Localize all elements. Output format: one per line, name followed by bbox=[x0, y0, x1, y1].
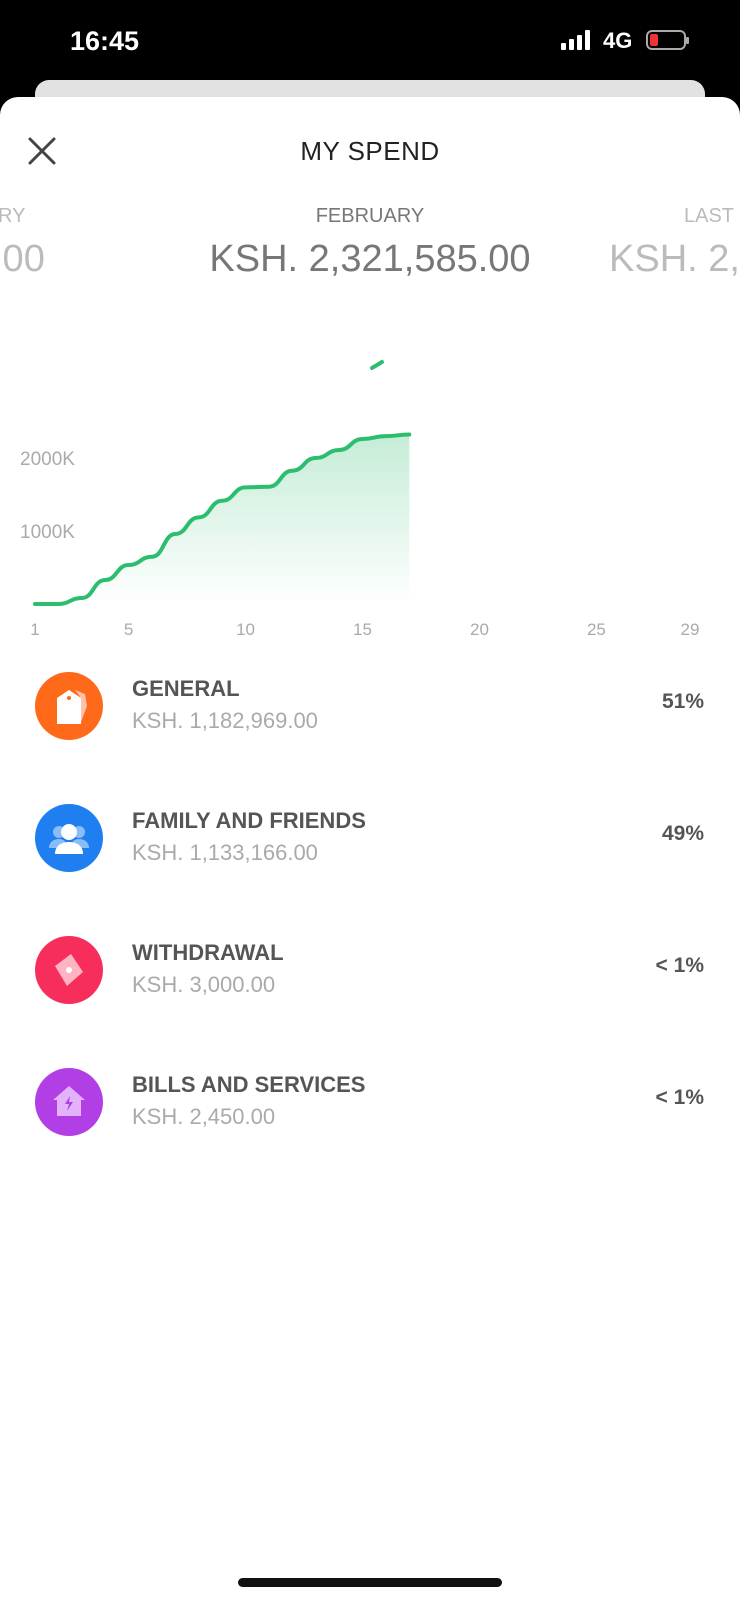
house-bolt-icon bbox=[35, 1068, 103, 1136]
spend-sheet bbox=[0, 97, 740, 1600]
signal-icon bbox=[561, 30, 590, 50]
month-amount-current: KSH. 2,321,585.00 bbox=[209, 238, 531, 280]
chart-marker bbox=[370, 360, 384, 370]
category-percent: 51% bbox=[661, 690, 704, 713]
people-icon bbox=[35, 804, 103, 872]
x-tick-label: 5 bbox=[124, 620, 133, 639]
month-label-current[interactable]: FEBRUARY bbox=[315, 205, 425, 227]
y-tick-label: 2000K bbox=[20, 449, 75, 470]
status-bar: 16:45 4G bbox=[0, 0, 740, 85]
status-time: 16:45 bbox=[70, 26, 140, 56]
close-icon[interactable] bbox=[26, 135, 58, 167]
x-tick-label: 15 bbox=[353, 620, 372, 639]
chart-line bbox=[33, 432, 412, 606]
month-label-next[interactable]: LAST bbox=[684, 205, 735, 227]
home-indicator[interactable] bbox=[238, 1578, 502, 1587]
category-item[interactable]: FAMILY AND FRIENDS KSH. 1,133,166.00 49% bbox=[0, 792, 740, 882]
category-amount: KSH. 2,450.00 bbox=[132, 1104, 276, 1129]
x-tick-label: 20 bbox=[470, 620, 489, 639]
category-percent: < 1% bbox=[655, 1086, 704, 1109]
month-amount-prev[interactable]: .00 bbox=[0, 238, 45, 280]
category-amount: KSH. 1,182,969.00 bbox=[132, 708, 318, 733]
x-tick-label: 10 bbox=[236, 620, 255, 639]
category-name: FAMILY AND FRIENDS bbox=[132, 808, 366, 833]
y-tick-label: 1000K bbox=[20, 522, 75, 543]
category-name: WITHDRAWAL bbox=[132, 940, 284, 965]
month-amount-next[interactable]: KSH. 2, bbox=[609, 238, 740, 280]
page-title: MY SPEND bbox=[300, 136, 440, 166]
category-amount: KSH. 3,000.00 bbox=[132, 972, 276, 997]
category-item[interactable]: WITHDRAWAL KSH. 3,000.00 < 1% bbox=[0, 924, 740, 1014]
category-amount: KSH. 1,133,166.00 bbox=[132, 840, 318, 865]
category-item[interactable]: BILLS AND SERVICES KSH. 2,450.00 < 1% bbox=[0, 1056, 740, 1146]
category-percent: 49% bbox=[661, 822, 704, 845]
category-item[interactable]: GENERAL KSH. 1,182,969.00 51% bbox=[0, 660, 740, 750]
tag-icon bbox=[35, 672, 103, 740]
x-tick-label: 1 bbox=[30, 620, 39, 639]
month-label-prev[interactable]: RY bbox=[0, 205, 26, 227]
category-name: GENERAL bbox=[132, 676, 240, 701]
cash-icon bbox=[35, 936, 103, 1004]
battery-icon bbox=[646, 30, 689, 50]
category-percent: < 1% bbox=[655, 954, 704, 977]
chart-area bbox=[35, 434, 410, 604]
x-tick-label: 25 bbox=[587, 620, 606, 639]
category-name: BILLS AND SERVICES bbox=[132, 1072, 366, 1097]
network-type: 4G bbox=[603, 28, 633, 53]
x-tick-label: 29 bbox=[681, 620, 700, 639]
